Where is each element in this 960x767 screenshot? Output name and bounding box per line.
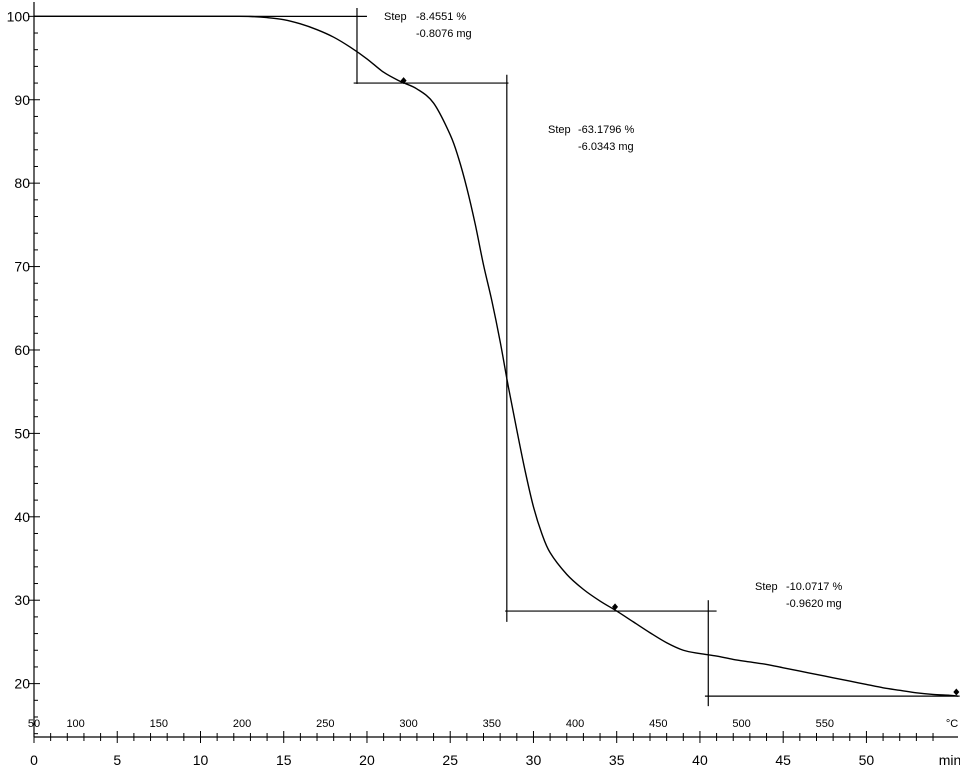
step-3-percent: -10.0717 %: [786, 581, 842, 593]
y-tick-label-60: 60: [14, 342, 30, 358]
x-tick-label-35: 35: [609, 752, 625, 767]
x-tick-label-50: 50: [859, 752, 875, 767]
temp-unit-label: °C: [946, 718, 958, 730]
step-annotation-2: Step -63.1796 % -6.0343 mg: [548, 124, 634, 153]
step-2-mass: -6.0343 mg: [578, 141, 634, 153]
temp-tick-label-200: 200: [233, 718, 251, 730]
step-2-percent: -63.1796 %: [578, 124, 634, 136]
y-tick-label-70: 70: [14, 259, 30, 275]
step-annotation-1: Step -8.4551 % -0.8076 mg: [384, 11, 472, 40]
step-annotation-3: Step -10.0717 % -0.9620 mg: [755, 581, 842, 610]
curve-marker-3: [953, 688, 960, 696]
temp-tick-label-150: 150: [150, 718, 168, 730]
step-2-label: Step: [548, 124, 571, 136]
x-tick-label-40: 40: [692, 752, 708, 767]
step-1-label: Step: [384, 11, 407, 23]
y-tick-label-80: 80: [14, 175, 30, 191]
temp-tick-label-100: 100: [66, 718, 84, 730]
x-tick-label-5: 5: [113, 752, 121, 767]
x-tick-label-10: 10: [193, 752, 209, 767]
x-tick-label-45: 45: [775, 752, 791, 767]
curve-marker-1: [400, 77, 407, 85]
step-1-mass: -0.8076 mg: [416, 28, 472, 40]
temp-tick-label-450: 450: [649, 718, 667, 730]
temp-tick-label-500: 500: [732, 718, 750, 730]
y-tick-label-50: 50: [14, 425, 30, 441]
curve-markers: [400, 77, 960, 696]
step-1-percent: -8.4551 %: [416, 11, 466, 23]
x-unit-label: min: [939, 752, 960, 767]
x-tick-label-20: 20: [359, 752, 375, 767]
step-labels: Step -8.4551 % -0.8076 mg Step -63.1796 …: [384, 11, 842, 610]
axes: 20 30 40 50 60 70 80 90 100 0 5 10 15 20 25 30 35 40 45 50 m…: [7, 2, 960, 767]
temp-tick-label-250: 250: [316, 718, 334, 730]
temp-tick-label-350: 350: [483, 718, 501, 730]
x-tick-label-0: 0: [30, 752, 38, 767]
curve-layer: [34, 15, 959, 697]
temp-tick-label-300: 300: [399, 718, 417, 730]
step-3-mass: -0.9620 mg: [786, 598, 842, 610]
y-tick-label-40: 40: [14, 509, 30, 525]
y-tick-label-100: 100: [7, 8, 31, 24]
step-3-label: Step: [755, 581, 778, 593]
tga-curve: [34, 15, 959, 697]
y-tick-label-90: 90: [14, 92, 30, 108]
temp-tick-label-400: 400: [566, 718, 584, 730]
curve-marker-2: [612, 603, 619, 611]
x-tick-label-25: 25: [442, 752, 458, 767]
x-tick-label-30: 30: [526, 752, 542, 767]
temp-tick-label-50: 50: [28, 718, 40, 730]
y-tick-label-30: 30: [14, 592, 30, 608]
y-tick-label-20: 20: [14, 676, 30, 692]
temp-tick-label-550: 550: [816, 718, 834, 730]
x-tick-label-15: 15: [276, 752, 292, 767]
